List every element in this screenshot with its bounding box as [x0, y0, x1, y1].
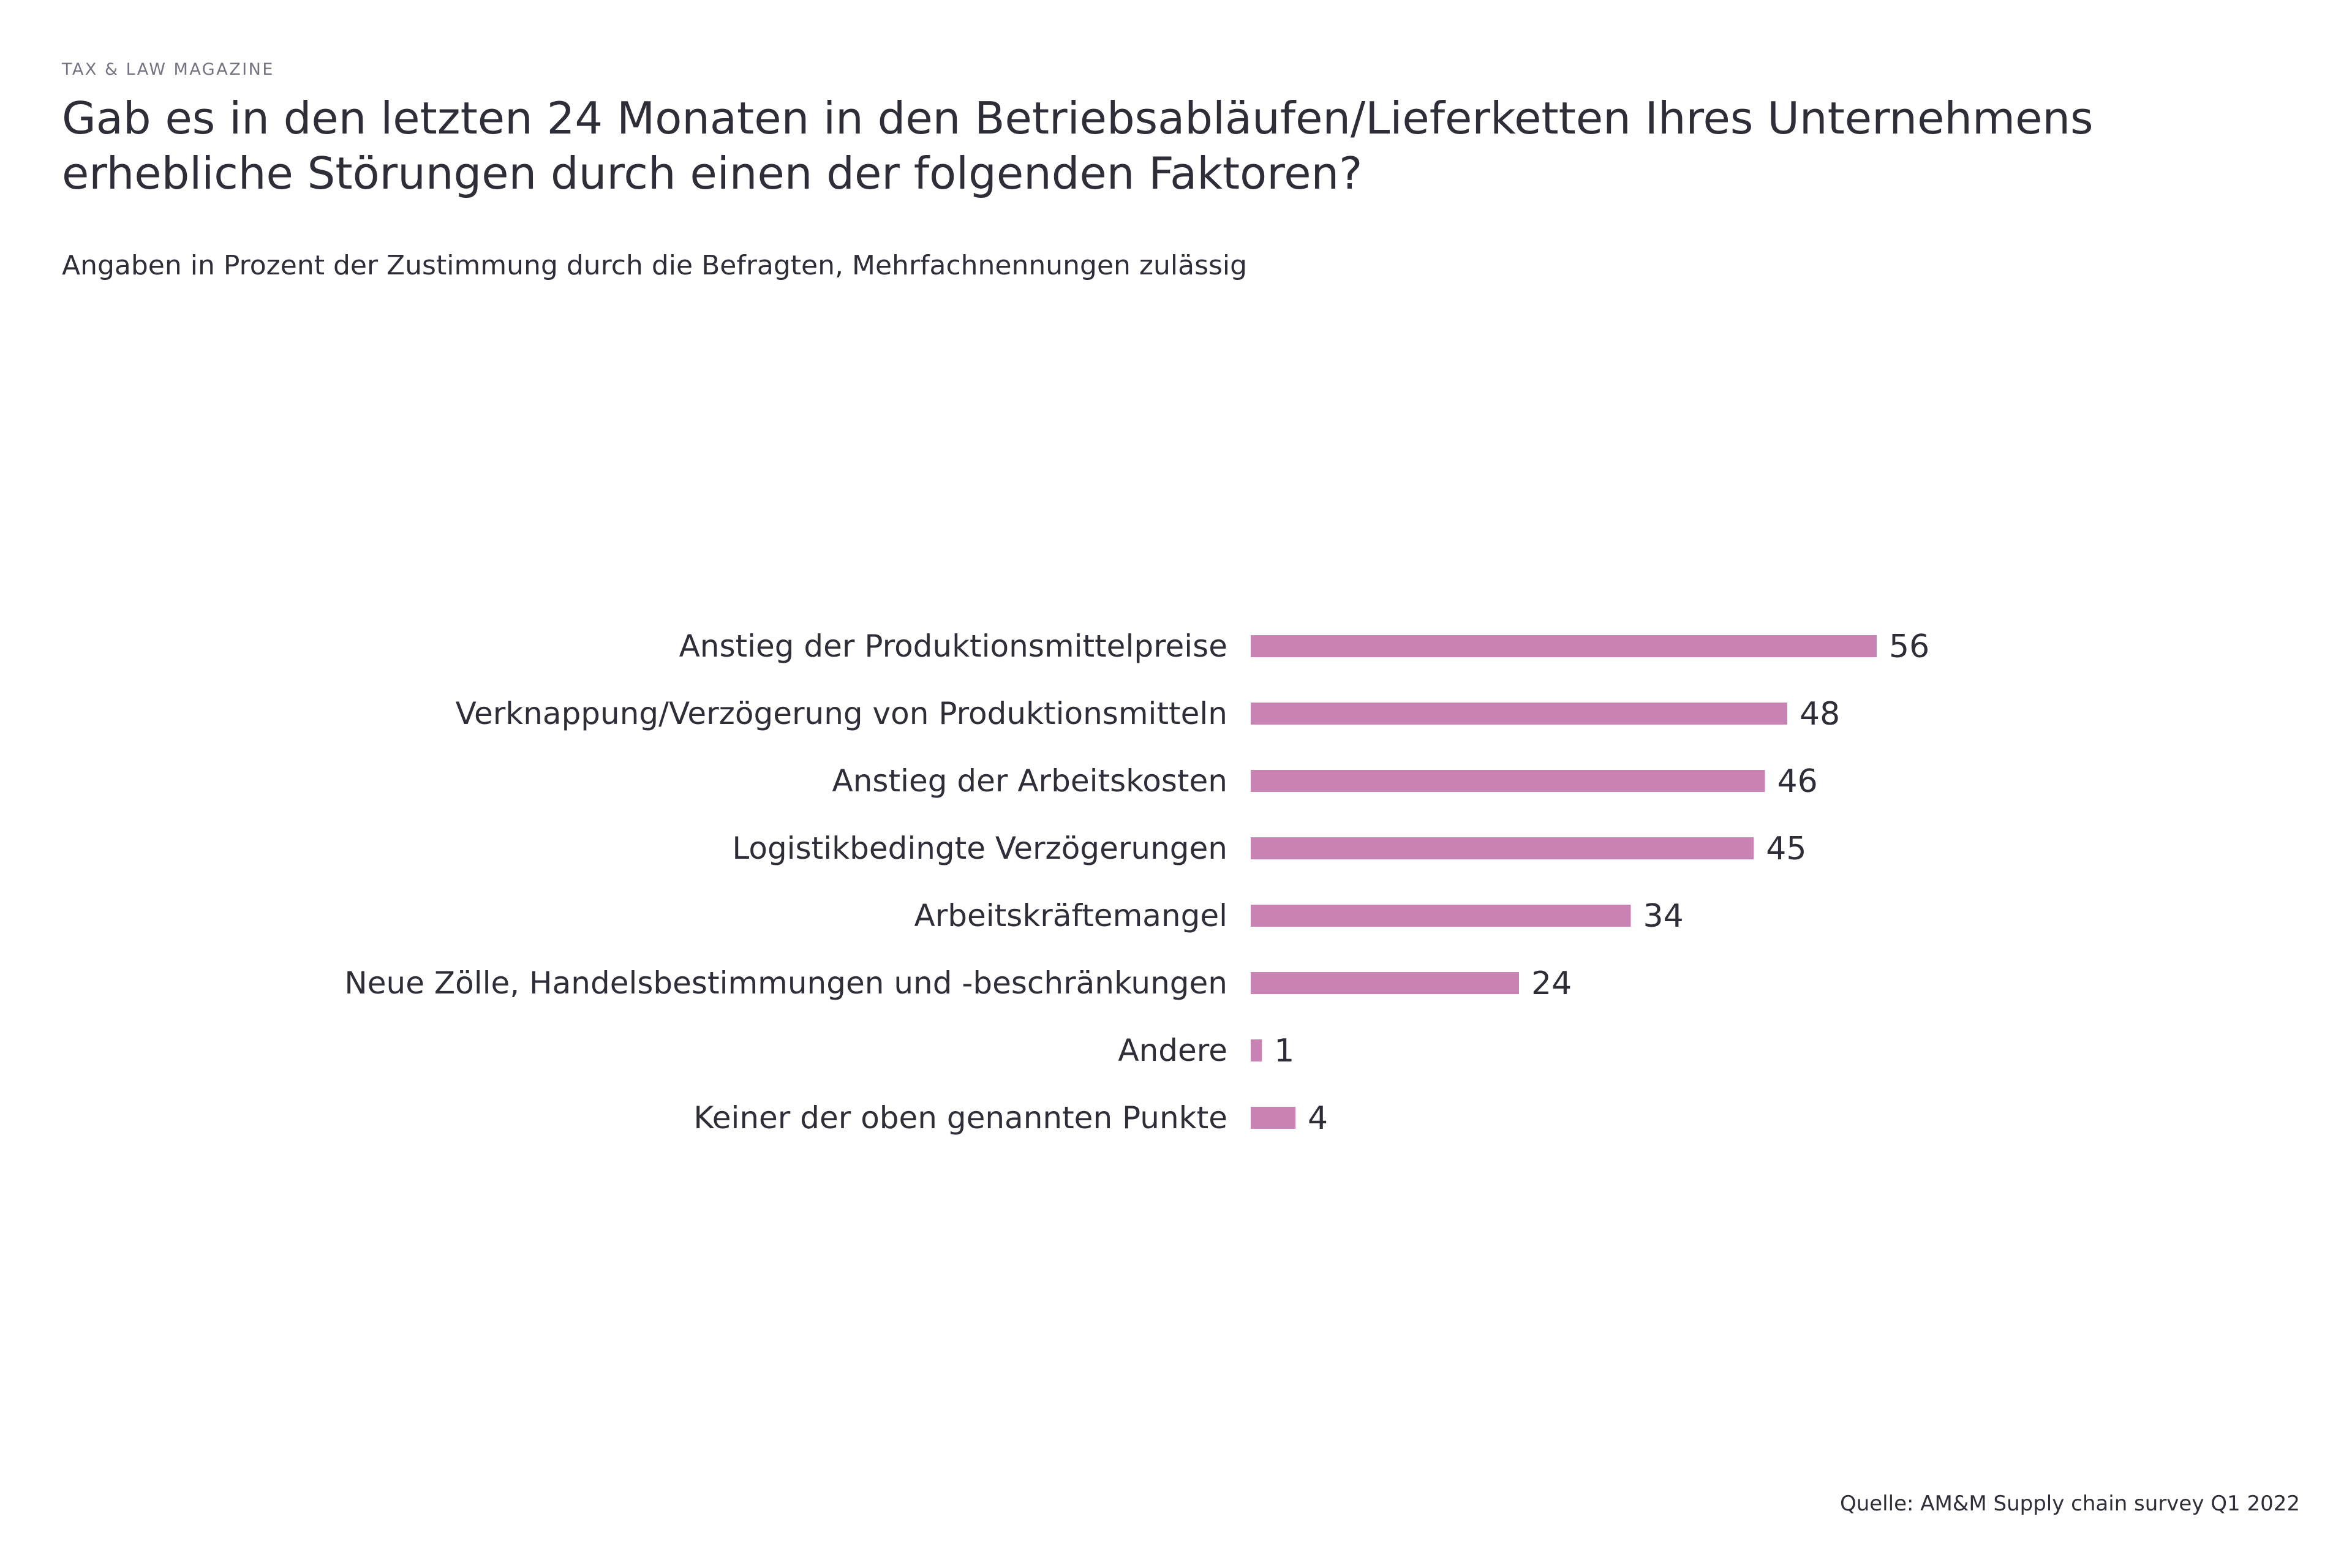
bar [1251, 703, 1787, 725]
chart-title: Gab es in den letzten 24 Monaten in den … [62, 92, 2094, 199]
value-label: 24 [1531, 965, 1572, 1002]
category-label: Anstieg der Arbeitskosten [832, 763, 1227, 799]
category-label: Neue Zölle, Handelsbestimmungen und -bes… [344, 965, 1227, 1001]
category-label: Keiner der oben genannten Punkte [693, 1100, 1227, 1136]
value-label: 45 [1766, 831, 1806, 867]
bar [1251, 972, 1519, 994]
bar [1251, 1107, 1295, 1129]
bar [1251, 1039, 1262, 1061]
magazine-kicker: TAX & LAW MAGAZINE [62, 60, 274, 79]
category-label: Logistikbedingte Verzögerungen [732, 831, 1227, 866]
bar [1251, 905, 1631, 927]
value-label: 4 [1308, 1100, 1328, 1137]
category-label: Anstieg der Produktionsmittelpreise [679, 628, 1227, 664]
value-label: 1 [1274, 1033, 1294, 1069]
bar [1251, 837, 1754, 859]
bar [1251, 635, 1877, 657]
category-label: Andere [1118, 1033, 1227, 1068]
bar [1251, 770, 1765, 792]
category-label: Arbeitskräftemangel [914, 898, 1227, 933]
value-label: 34 [1643, 898, 1684, 935]
chart-subtitle: Angaben in Prozent der Zustimmung durch … [62, 250, 1248, 281]
value-label: 48 [1800, 696, 1840, 733]
source-note: Quelle: AM&M Supply chain survey Q1 2022 [1839, 1491, 2300, 1516]
category-label: Verknappung/Verzögerung von Produktionsm… [456, 696, 1227, 731]
bars-group: Anstieg der Produktionsmittelpreise 56 Ver… [344, 628, 1929, 1137]
value-label: 56 [1889, 628, 1929, 665]
value-label: 46 [1777, 763, 1818, 800]
